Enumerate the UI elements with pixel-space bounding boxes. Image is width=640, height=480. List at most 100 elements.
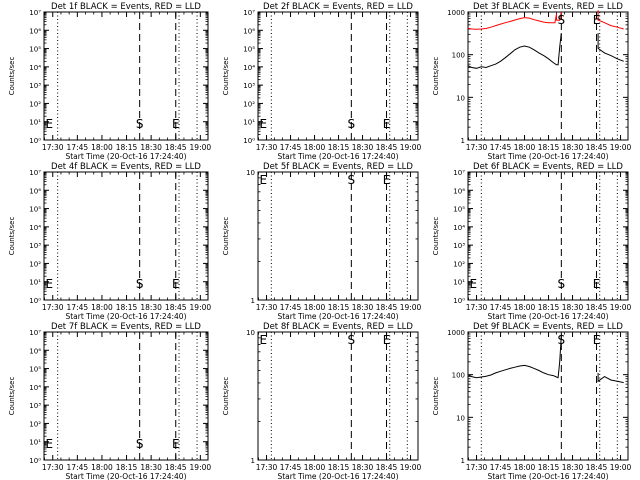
- x-tick-label: 18:15: [328, 303, 350, 312]
- x-tick-label: 18:30: [140, 143, 162, 152]
- x-tick-label: 18:45: [376, 143, 398, 152]
- marker-e: E: [260, 173, 268, 187]
- x-tick-label: 19:00: [190, 303, 212, 312]
- panel-1: Det 1f BLACK = Events, RED = LLD 10⁰ 10¹ 10…: [8, 2, 211, 161]
- y-axis-label: Counts/sec: [222, 57, 230, 96]
- panel-title: Det 6f BLACK = Events, RED = LLD: [473, 162, 623, 172]
- panel-title: Det 5f BLACK = Events, RED = LLD: [263, 162, 413, 172]
- x-tick-label: 19:00: [610, 463, 632, 472]
- x-tick-label: 19:00: [610, 303, 632, 312]
- x-tick-label: 17:30: [256, 463, 278, 472]
- marker-s: S: [558, 333, 566, 347]
- x-tick-label: 17:30: [256, 303, 278, 312]
- panel-5: Det 5f BLACK = Events, RED = LLD 1 10 Count…: [222, 162, 422, 321]
- y-tick-label: 10⁷: [29, 169, 41, 177]
- y-axis-label: Counts/sec: [432, 377, 440, 416]
- x-tick-label: 18:30: [562, 143, 584, 152]
- marker-s: S: [348, 173, 356, 187]
- x-tick-label: 18:45: [376, 463, 398, 472]
- x-tick-label: 18:00: [514, 303, 536, 312]
- y-tick-label: 10⁷: [243, 9, 255, 17]
- x-tick-label: 18:30: [352, 463, 374, 472]
- y-tick-label: 10⁵: [453, 206, 465, 214]
- x-tick-label: 17:45: [490, 303, 512, 312]
- panel-title: Det 2f BLACK = Events, RED = LLD: [263, 2, 413, 12]
- marker-s: S: [348, 333, 356, 347]
- x-tick-label: 18:00: [91, 463, 113, 472]
- y-axis-label: Counts/sec: [8, 217, 16, 256]
- x-tick-label: 17:45: [67, 143, 89, 152]
- x-tick-label: 18:45: [165, 143, 187, 152]
- y-tick-label: 10⁵: [29, 366, 41, 374]
- x-tick-label: 19:00: [400, 303, 422, 312]
- y-axis-label: Counts/sec: [222, 217, 230, 256]
- y-tick-label: 10⁴: [453, 224, 465, 232]
- x-tick-label: 18:15: [116, 303, 138, 312]
- y-tick-label: 10⁰: [29, 297, 41, 305]
- y-tick-label: 10⁴: [29, 64, 41, 72]
- marker-s: S: [136, 117, 144, 131]
- y-tick-label: 10⁰: [453, 297, 465, 305]
- x-tick-label: 18:15: [116, 143, 138, 152]
- y-tick-label: 10: [246, 169, 255, 177]
- plot-frame: [467, 11, 629, 141]
- panel-2: Det 2f BLACK = Events, RED = LLD 10⁰ 10¹ 10…: [222, 2, 422, 161]
- x-tick-label: 19:00: [400, 143, 422, 152]
- y-tick-label: 10⁵: [243, 46, 255, 54]
- y-tick-label: 10¹: [453, 279, 465, 287]
- y-tick-label: 10: [456, 414, 465, 422]
- x-tick-label: 17:45: [280, 143, 302, 152]
- y-tick-label: 10³: [29, 242, 41, 250]
- x-tick-label: 18:30: [562, 463, 584, 472]
- panel-9: Det 9f BLACK = Events, RED = LLD 1 10 100 10…: [432, 322, 632, 480]
- x-tick-label: 18:00: [304, 463, 326, 472]
- y-tick-label: 10⁴: [29, 384, 41, 392]
- x-tick-label: 17:45: [490, 143, 512, 152]
- y-axis-label: Counts/sec: [222, 377, 230, 416]
- x-tick-label: 18:45: [165, 303, 187, 312]
- y-tick-label: 10⁷: [29, 329, 41, 337]
- y-tick-label: 10⁵: [29, 206, 41, 214]
- x-tick-label: 19:00: [400, 463, 422, 472]
- marker-e: E: [383, 173, 391, 187]
- marker-s: S: [136, 437, 144, 451]
- marker-e: E: [470, 277, 478, 291]
- x-tick-label: 18:15: [328, 463, 350, 472]
- marker-e: E: [172, 117, 180, 131]
- x-tick-label: 17:45: [490, 463, 512, 472]
- marker-s: S: [558, 13, 566, 27]
- x-tick-label: 19:00: [610, 143, 632, 152]
- x-tick-label: 18:45: [165, 463, 187, 472]
- y-tick-label: 100: [452, 52, 465, 60]
- x-tick-label: 18:15: [116, 463, 138, 472]
- x-tick-label: 17:30: [466, 143, 488, 152]
- x-tick-label: 17:45: [280, 463, 302, 472]
- marker-e: E: [260, 333, 268, 347]
- panel-title: Det 7f BLACK = Events, RED = LLD: [51, 322, 201, 332]
- y-tick-label: 10⁴: [243, 64, 255, 72]
- x-tick-label: 18:15: [328, 143, 350, 152]
- x-tick-label: 17:30: [466, 463, 488, 472]
- plot-frame: [467, 171, 629, 301]
- plot-frame: [43, 331, 209, 461]
- marker-e: E: [172, 437, 180, 451]
- x-tick-label: 17:30: [42, 463, 64, 472]
- panel-title: Det 8f BLACK = Events, RED = LLD: [263, 322, 413, 332]
- x-tick-label: 17:30: [42, 303, 64, 312]
- panel-title: Det 9f BLACK = Events, RED = LLD: [473, 322, 623, 332]
- marker-e: E: [593, 333, 601, 347]
- x-axis-label: Start Time (20-Oct-16 17:24:40): [487, 312, 608, 321]
- y-tick-label: 10⁴: [29, 224, 41, 232]
- x-tick-label: 18:00: [514, 463, 536, 472]
- x-tick-label: 17:30: [256, 143, 278, 152]
- panel-3: Det 3f BLACK = Events, RED = LLD 1 10 100 10…: [432, 2, 632, 161]
- y-tick-label: 1000: [447, 329, 465, 337]
- panel-7: Det 7f BLACK = Events, RED = LLD 10⁰ 10¹ 10…: [8, 322, 211, 480]
- y-tick-label: 10²: [29, 420, 41, 428]
- series-events-line: [467, 336, 562, 379]
- y-tick-label: 10³: [453, 242, 465, 250]
- x-tick-label: 18:45: [586, 303, 608, 312]
- panel-8: Det 8f BLACK = Events, RED = LLD 1 10 Count…: [222, 322, 422, 480]
- y-tick-label: 10³: [29, 402, 41, 410]
